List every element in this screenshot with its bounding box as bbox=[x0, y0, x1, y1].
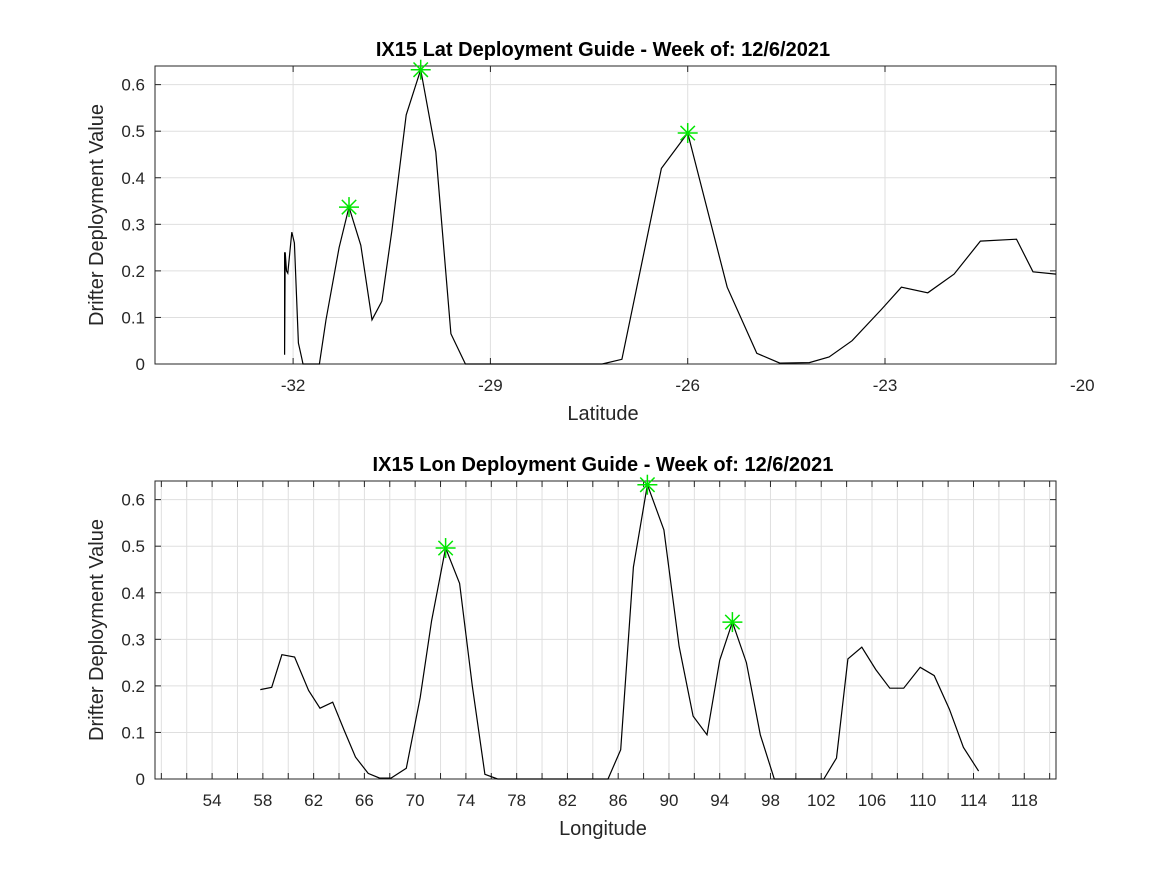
lat-ticks: -32 -29 -26 -23 -20 0 0.1 0.2 0.3 0.4 0.5 0.6 bbox=[121, 66, 1095, 395]
lon-x-tick-label: 110 bbox=[909, 791, 936, 810]
lon-x-tick-label: 114 bbox=[960, 791, 987, 810]
lat-y-tick-label: 0.1 bbox=[121, 308, 145, 327]
lon-x-tick-label: 98 bbox=[761, 791, 780, 810]
lat-x-tick-label: -26 bbox=[675, 376, 700, 395]
lon-y-tick-label: 0.5 bbox=[121, 537, 145, 556]
lon-x-tick-label: 78 bbox=[507, 791, 526, 810]
lon-x-axis-label: Longitude bbox=[559, 818, 647, 840]
lon-peak-marker bbox=[637, 474, 658, 495]
lon-y-axis-label: Drifter Deployment Value bbox=[86, 519, 108, 741]
lat-y-tick-label: 0.5 bbox=[121, 122, 145, 141]
lat-grid bbox=[155, 66, 1056, 365]
lon-y-tick-label: 0.4 bbox=[121, 584, 145, 603]
lon-y-tick-label: 0.2 bbox=[121, 677, 145, 696]
lon-ticks: 54 58 62 66 70 74 78 82 86 90 94 98 102 106 110 114 118 0… bbox=[121, 481, 1056, 810]
lat-series-line bbox=[284, 69, 1057, 365]
lon-x-tick-label: 90 bbox=[659, 791, 678, 810]
lon-peak-marker bbox=[435, 538, 456, 559]
lat-axes-frame bbox=[154, 65, 1057, 365]
lat-y-tick-label: 0.2 bbox=[121, 262, 145, 281]
lat-y-axis-label: Drifter Deployment Value bbox=[86, 104, 108, 326]
lon-plot: IX15 Lon Deployment Guide - Week of: 12/… bbox=[86, 454, 1057, 840]
lat-plot-title: IX15 Lat Deployment Guide - Week of: 12/… bbox=[376, 39, 830, 61]
lat-peak-marker bbox=[677, 123, 698, 144]
lon-x-tick-label: 82 bbox=[558, 791, 577, 810]
lat-peak-marker bbox=[410, 59, 431, 80]
lon-x-tick-label: 58 bbox=[253, 791, 272, 810]
lon-x-tick-label: 74 bbox=[456, 791, 475, 810]
lat-x-axis-label: Latitude bbox=[567, 403, 638, 425]
lon-x-tick-label: 54 bbox=[203, 791, 222, 810]
lon-x-tick-label: 102 bbox=[807, 791, 835, 810]
lon-x-tick-label: 86 bbox=[609, 791, 628, 810]
lon-x-tick-label: 94 bbox=[710, 791, 729, 810]
lon-axes-frame bbox=[154, 480, 1057, 780]
lon-y-tick-label: 0 bbox=[136, 770, 145, 789]
lon-series-line bbox=[260, 482, 980, 780]
lon-grid bbox=[155, 481, 1056, 780]
lat-plot: IX15 Lat Deployment Guide - Week of: 12/… bbox=[86, 39, 1095, 425]
lat-x-tick-label: -20 bbox=[1070, 376, 1095, 395]
lon-y-tick-label: 0.3 bbox=[121, 630, 145, 649]
lon-x-tick-label: 66 bbox=[355, 791, 374, 810]
lat-y-tick-label: 0 bbox=[136, 355, 145, 374]
lon-x-tick-label: 106 bbox=[858, 791, 886, 810]
lat-y-tick-label: 0.3 bbox=[121, 215, 145, 234]
lon-peak-markers bbox=[435, 474, 743, 633]
lat-peak-markers bbox=[339, 59, 698, 218]
lat-peak-marker bbox=[339, 197, 360, 218]
lat-x-tick-label: -29 bbox=[478, 376, 503, 395]
lon-y-tick-label: 0.6 bbox=[121, 491, 145, 510]
lat-x-tick-label: -32 bbox=[281, 376, 306, 395]
lat-x-tick-label: -23 bbox=[873, 376, 898, 395]
lon-x-tick-label: 62 bbox=[304, 791, 323, 810]
lon-x-tick-label: 70 bbox=[406, 791, 425, 810]
lon-peak-marker bbox=[722, 612, 743, 633]
lon-x-tick-label: 118 bbox=[1011, 791, 1038, 810]
lat-y-tick-label: 0.4 bbox=[121, 169, 145, 188]
lon-plot-title: IX15 Lon Deployment Guide - Week of: 12/… bbox=[373, 454, 834, 476]
lon-y-tick-label: 0.1 bbox=[121, 723, 145, 742]
lat-y-tick-label: 0.6 bbox=[121, 76, 145, 95]
